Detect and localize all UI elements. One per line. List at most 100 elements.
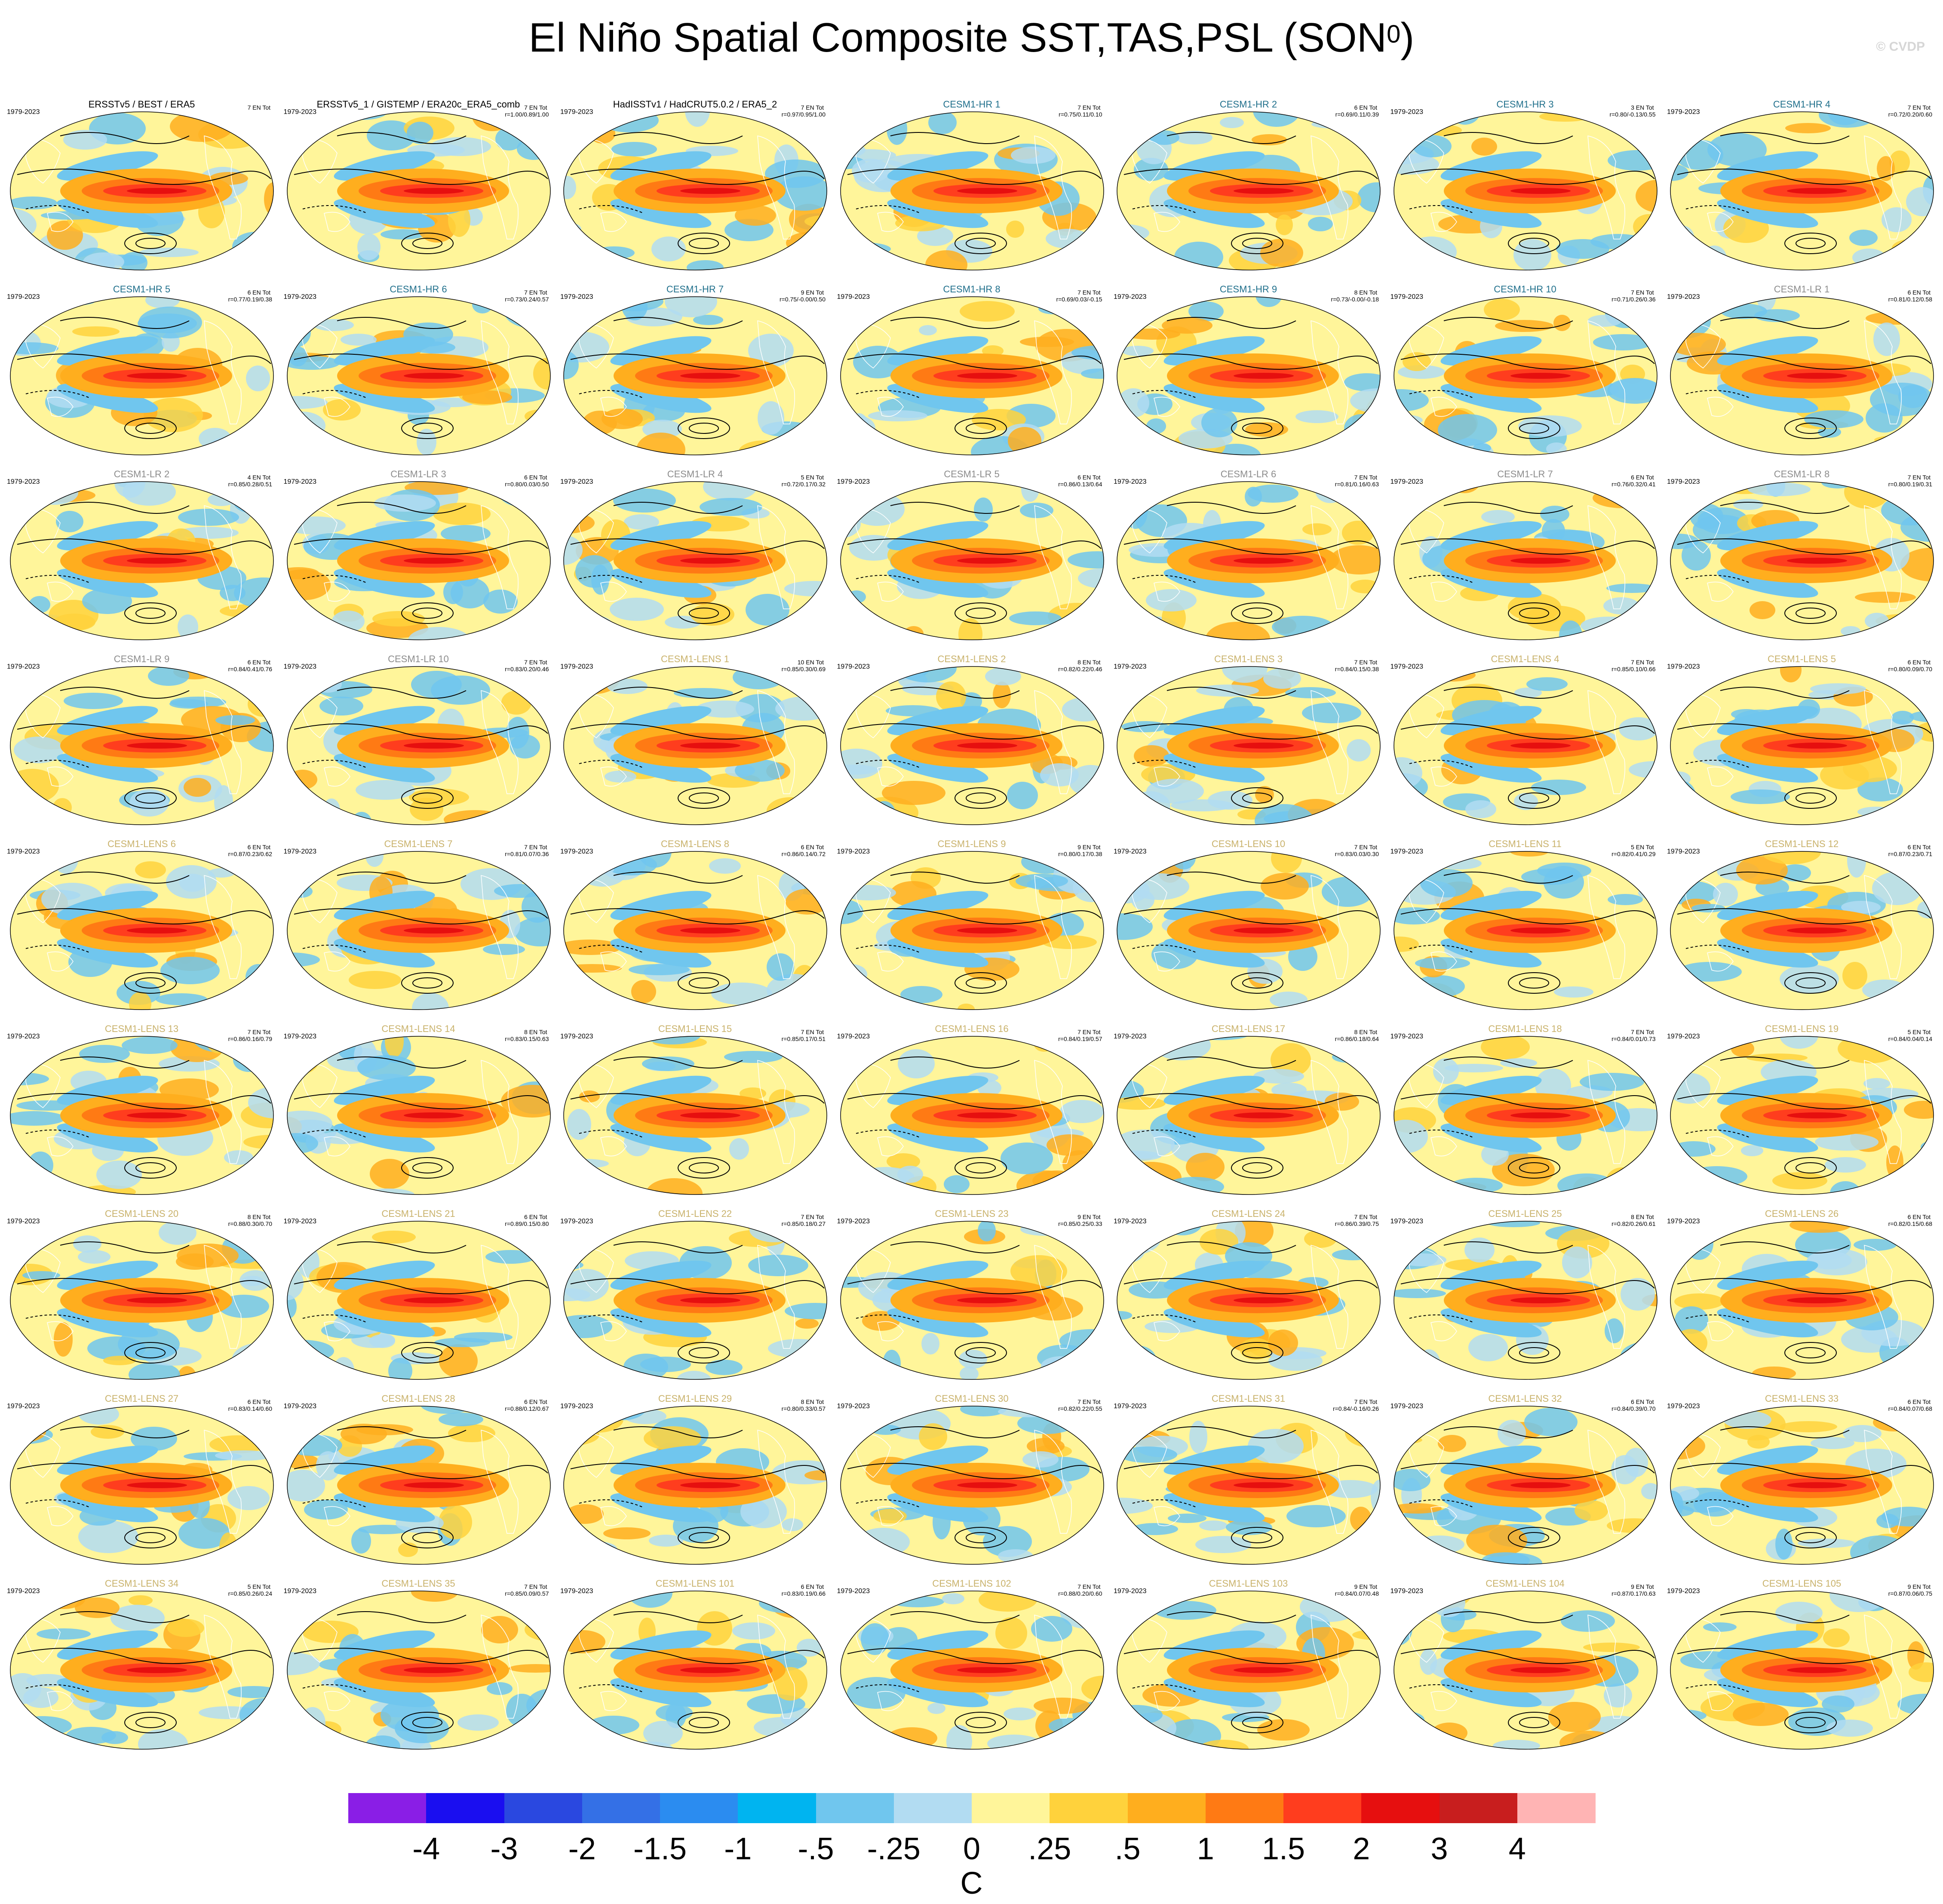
panel-event-count: 9 EN Tot: [1631, 1583, 1654, 1590]
map-panel: CESM1-HR 4 1979-2023 7 EN Tot r=0.72/0.20/0…: [1664, 99, 1940, 284]
robinson-map: [10, 296, 274, 455]
panel-event-count: 6 EN Tot: [1907, 1213, 1931, 1220]
robinson-map: [563, 1406, 827, 1565]
colorbar-box: [1517, 1793, 1596, 1823]
robinson-map: [1117, 296, 1381, 455]
colorbar: [348, 1793, 1596, 1823]
panel-event-count: 6 EN Tot: [247, 1398, 270, 1405]
robinson-map: [286, 1221, 551, 1380]
colorbar-box: [1283, 1793, 1362, 1823]
panel-title: CESM1-LENS 103: [1209, 1578, 1288, 1589]
panel-event-count: 7 EN Tot: [801, 1213, 824, 1220]
map-panel: CESM1-LENS 33 1979-2023 6 EN Tot r=0.84/0.0…: [1664, 1393, 1940, 1578]
panel-title: CESM1-HR 8: [943, 284, 1001, 295]
panel-correlation: r=0.75/0.11/0.10: [1059, 111, 1102, 118]
panel-event-count: 7 EN Tot: [1077, 104, 1101, 111]
panel-title: CESM1-HR 1: [943, 99, 1001, 110]
colorbar-tick-label: -.25: [867, 1832, 921, 1866]
panel-years: 1979-2023: [1390, 663, 1424, 670]
robinson-map: [563, 296, 827, 455]
map-panel: CESM1-LENS 4 1979-2023 7 EN Tot r=0.85/0.10…: [1387, 654, 1664, 838]
panel-event-count: 9 EN Tot: [1354, 1583, 1377, 1590]
panel-correlation: r=0.84/0.07/0.68: [1888, 1405, 1932, 1412]
panel-event-count: 3 EN Tot: [1631, 104, 1654, 111]
panel-years: 1979-2023: [1667, 1033, 1700, 1040]
panel-title: CESM1-LENS 23: [935, 1208, 1009, 1219]
panel-years: 1979-2023: [1667, 1218, 1700, 1225]
robinson-map: [563, 851, 827, 1010]
colorbar-tick-label: 3: [1430, 1832, 1448, 1866]
robinson-map: [286, 296, 551, 455]
map-panel: CESM1-LR 4 1979-2023 5 EN Tot r=0.72/0.17/0…: [557, 469, 833, 654]
panel-years: 1979-2023: [837, 1588, 870, 1595]
colorbar-box: [972, 1793, 1050, 1823]
panel-event-count: 6 EN Tot: [801, 1583, 824, 1590]
colorbar-labels: -4 -3 -2 -1.5 -1 -.5 -.25 0 .25 .5 1 1.5 2 3 4: [348, 1832, 1595, 1866]
map-panel: CESM1-LENS 2 1979-2023 8 EN Tot r=0.82/0.22…: [834, 654, 1110, 838]
panel-years: 1979-2023: [560, 293, 593, 301]
panel-title: CESM1-LR 7: [1497, 469, 1553, 479]
robinson-map: [840, 851, 1104, 1010]
panel-correlation: r=0.87/0.23/0.62: [228, 851, 272, 857]
map-panel: CESM1-LENS 105 1979-2023 9 EN Tot r=0.87/0.…: [1664, 1578, 1940, 1763]
panel-title: HadISSTv1 / HadCRUT5.0.2 / ERA5_2: [613, 99, 777, 110]
panel-title: CESM1-LENS 1: [661, 654, 729, 664]
robinson-map: [840, 481, 1104, 640]
map-panel: CESM1-HR 9 1979-2023 8 EN Tot r=0.73/-0.00/…: [1110, 284, 1387, 469]
map-panel: CESM1-LENS 17 1979-2023 8 EN Tot r=0.86/0.1…: [1110, 1023, 1387, 1208]
panel-title: CESM1-HR 4: [1773, 99, 1831, 110]
panel-title: CESM1-HR 2: [1219, 99, 1277, 110]
robinson-map: [840, 1406, 1104, 1565]
panel-event-count: 5 EN Tot: [247, 1583, 270, 1590]
map-panel: CESM1-LENS 20 1979-2023 8 EN Tot r=0.88/0.3…: [3, 1208, 280, 1393]
panel-event-count: 8 EN Tot: [1631, 1213, 1654, 1220]
colorbar-tick-label: 0: [963, 1832, 981, 1866]
colorbar-box: [816, 1793, 894, 1823]
panel-years: 1979-2023: [837, 478, 870, 485]
robinson-map: [840, 111, 1104, 270]
panel-event-count: 6 EN Tot: [1907, 844, 1931, 851]
panel-years: 1979-2023: [560, 478, 593, 485]
colorbar-tick-label: -.5: [798, 1832, 834, 1866]
robinson-map: [1117, 1591, 1381, 1750]
panel-event-count: 7 EN Tot: [1907, 104, 1931, 111]
panel-years: 1979-2023: [1114, 848, 1147, 855]
robinson-map: [286, 1406, 551, 1565]
map-panel: CESM1-LENS 15 1979-2023 7 EN Tot r=0.85/0.1…: [557, 1023, 833, 1208]
panel-correlation: r=0.76/0.32/0.41: [1611, 481, 1656, 488]
robinson-map: [1393, 481, 1658, 640]
panel-correlation: r=0.83/0.19/0.66: [781, 1590, 826, 1597]
panel-title: CESM1-LENS 4: [1491, 654, 1559, 664]
panel-event-count: 9 EN Tot: [1907, 1583, 1931, 1590]
panel-title: CESM1-LR 5: [944, 469, 1000, 479]
panel-correlation: r=0.84/-0.16/0.26: [1332, 1405, 1379, 1412]
panel-correlation: r=0.87/0.17/0.63: [1611, 1590, 1656, 1597]
panel-correlation: r=0.87/0.23/0.71: [1888, 851, 1932, 857]
map-panel: CESM1-LENS 3 1979-2023 7 EN Tot r=0.84/0.15…: [1110, 654, 1387, 838]
panel-title: CESM1-LR 9: [114, 654, 170, 664]
robinson-map: [286, 1591, 551, 1750]
panel-years: 1979-2023: [1667, 1588, 1700, 1595]
panel-correlation: r=0.77/0.19/0.38: [228, 296, 272, 303]
robinson-map: [840, 296, 1104, 455]
robinson-map: [1393, 1406, 1658, 1565]
panel-event-count: 4 EN Tot: [247, 474, 270, 481]
map-panel: CESM1-LR 5 1979-2023 6 EN Tot r=0.86/0.13/0…: [834, 469, 1110, 654]
panel-title: CESM1-LR 2: [114, 469, 170, 479]
panel-years: 1979-2023: [1390, 848, 1424, 855]
map-panel: CESM1-LENS 28 1979-2023 6 EN Tot r=0.88/0.1…: [280, 1393, 557, 1578]
panel-correlation: r=0.86/0.16/0.79: [228, 1035, 272, 1042]
robinson-map: [840, 1036, 1104, 1195]
panel-correlation: r=0.87/0.06/0.75: [1888, 1590, 1932, 1597]
map-panel: CESM1-LENS 5 1979-2023 6 EN Tot r=0.80/0.09…: [1664, 654, 1940, 838]
robinson-map: [1117, 851, 1381, 1010]
map-panel: CESM1-LR 6 1979-2023 7 EN Tot r=0.81/0.16/0…: [1110, 469, 1387, 654]
panel-years: 1979-2023: [1390, 1033, 1424, 1040]
panel-event-count: 7 EN Tot: [524, 659, 547, 666]
panel-years: 1979-2023: [283, 108, 317, 116]
panel-title: CESM1-HR 3: [1496, 99, 1554, 110]
panel-correlation: r=0.80/0.03/0.50: [505, 481, 549, 488]
panel-event-count: 7 EN Tot: [1077, 1029, 1101, 1035]
panel-event-count: 10 EN Tot: [797, 659, 824, 666]
robinson-map: [10, 1221, 274, 1380]
